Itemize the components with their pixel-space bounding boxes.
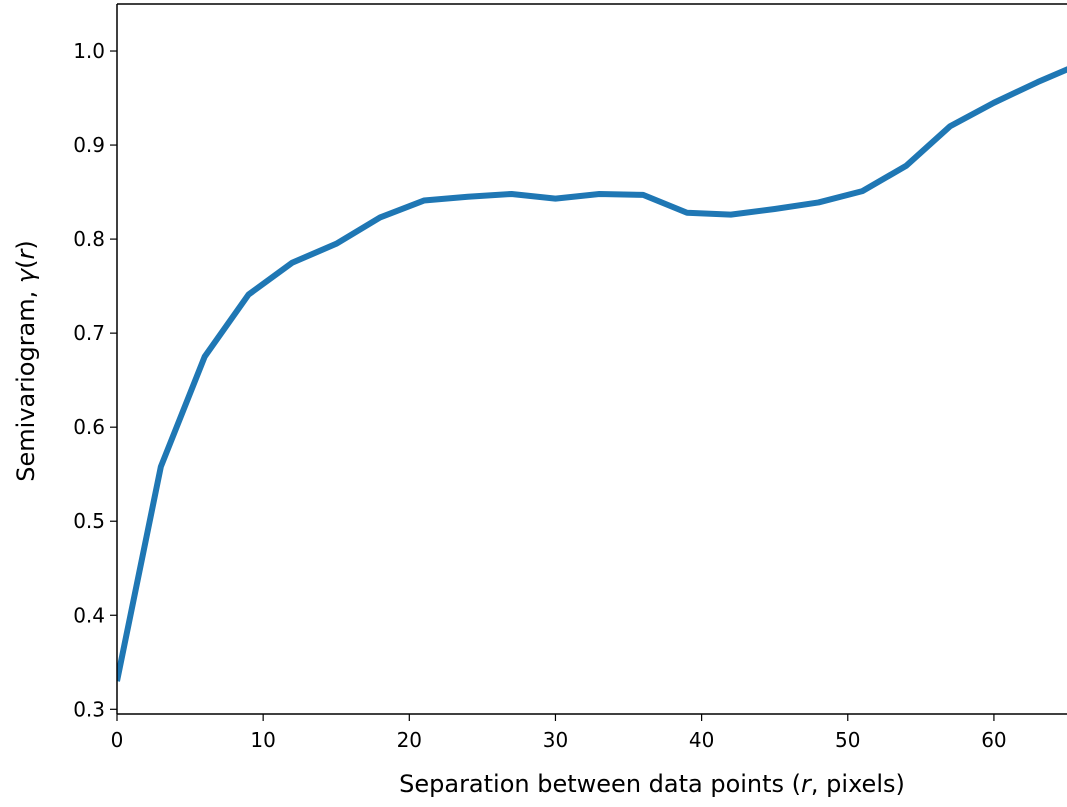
x-tick-label: 20 bbox=[397, 728, 422, 752]
y-tick-label: 0.6 bbox=[73, 415, 105, 439]
y-tick-label: 0.4 bbox=[73, 603, 105, 627]
y-axis-label: Semivariogram, γ(r) bbox=[12, 240, 40, 481]
x-tick-label: 40 bbox=[689, 728, 714, 752]
y-tick-label: 0.8 bbox=[73, 227, 105, 251]
y-tick-label: 0.9 bbox=[73, 133, 105, 157]
y-tick-label: 1.0 bbox=[73, 39, 105, 63]
axes-frame bbox=[116, 3, 1067, 715]
y-axis-ticks: 0.3 0.4 0.5 0.6 0.7 0.8 0.9 1.0 bbox=[73, 39, 117, 721]
x-tick-label: 50 bbox=[835, 728, 860, 752]
y-tick-label: 0.7 bbox=[73, 321, 105, 345]
y-tick-label: 0.3 bbox=[73, 697, 105, 721]
x-tick-label: 10 bbox=[250, 728, 275, 752]
y-tick-label: 0.5 bbox=[73, 509, 105, 533]
x-tick-label: 60 bbox=[981, 728, 1006, 752]
x-tick-label: 30 bbox=[543, 728, 568, 752]
x-tick-label: 0 bbox=[111, 728, 124, 752]
x-axis-ticks: 0 10 20 30 40 50 60 bbox=[111, 714, 1007, 752]
plot-area bbox=[117, 66, 1067, 682]
x-axis-label: Separation between data points (r, pixel… bbox=[399, 770, 905, 798]
series-line bbox=[117, 66, 1067, 682]
